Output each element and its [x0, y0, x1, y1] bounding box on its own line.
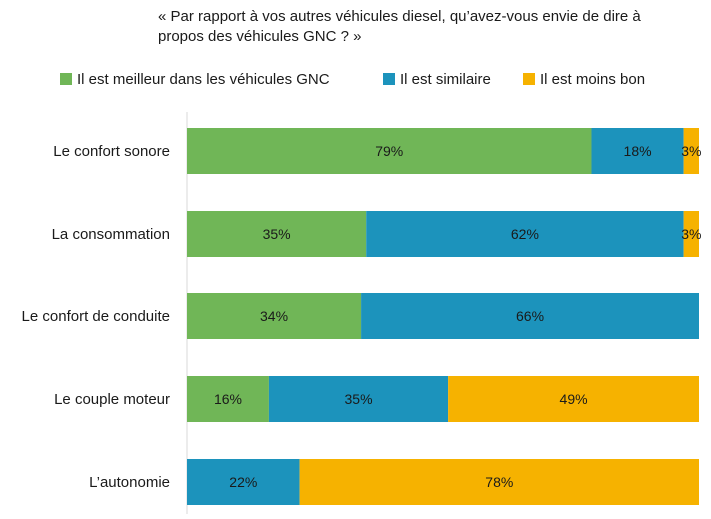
data-label: 34% — [260, 308, 288, 324]
bar-segment-il-est-meilleur-dans-les-vehicules-gnc — [187, 376, 269, 422]
category-label-la-consommation: La consommation — [52, 226, 170, 243]
chart-title-line-1: « Par rapport à vos autres véhicules die… — [158, 8, 641, 25]
legend-label: Il est moins bon — [540, 71, 645, 88]
bar-segment-il-est-moins-bon — [448, 376, 699, 422]
bar-segment-il-est-moins-bon — [683, 128, 699, 174]
bar-segment-il-est-similaire — [591, 128, 684, 174]
data-label: 66% — [516, 308, 544, 324]
legend-label: Il est meilleur dans les véhicules GNC — [77, 71, 330, 88]
bar-segment-il-est-meilleur-dans-les-vehicules-gnc — [187, 293, 362, 339]
bar-segment-il-est-similaire — [268, 376, 449, 422]
category-label-le-confort-sonore: Le confort sonore — [53, 143, 170, 160]
data-label: 3% — [681, 226, 701, 242]
bar-row-le-confort-de-conduite: 34% 66% — [187, 293, 699, 339]
bar-segment-il-est-moins-bon — [299, 459, 699, 505]
category-label-le-confort-de-conduite: Le confort de conduite — [22, 308, 170, 325]
data-label: 62% — [511, 226, 539, 242]
legend-label: Il est similaire — [400, 71, 491, 88]
bar-row-le-confort-sonore: 79% 18% 3% — [187, 128, 701, 174]
data-label: 16% — [214, 391, 242, 407]
legend: Il est meilleur dans les véhicules GNC Il… — [60, 71, 645, 88]
bar-row-l-autonomie: 22% 78% — [187, 459, 699, 505]
bar-row-le-couple-moteur: 16% 35% 49% — [187, 376, 699, 422]
data-label: 78% — [485, 474, 513, 490]
bar-segment-il-est-similaire — [187, 459, 300, 505]
data-label: 79% — [375, 143, 403, 159]
legend-swatch — [383, 73, 395, 85]
bars: 79% 18% 3% 35% 62% 3% 34% 66% 16% 35% 49% 22% 78% — [187, 128, 701, 505]
category-label-l-autonomie: L’autonomie — [89, 474, 170, 491]
bar-row-la-consommation: 35% 62% 3% — [187, 211, 701, 257]
bar-segment-il-est-meilleur-dans-les-vehicules-gnc — [187, 211, 367, 257]
legend-swatch — [523, 73, 535, 85]
category-label-le-couple-moteur: Le couple moteur — [54, 391, 170, 408]
legend-swatch — [60, 73, 72, 85]
chart-title: « Par rapport à vos autres véhicules die… — [158, 8, 641, 45]
chart-title-line-2: propos des véhicules GNC ? » — [158, 28, 361, 45]
data-label: 35% — [263, 226, 291, 242]
data-label: 22% — [229, 474, 257, 490]
category-labels: Le confort sonore La consommation Le confo… — [22, 143, 170, 491]
bar-segment-il-est-similaire — [366, 211, 684, 257]
data-label: 3% — [681, 143, 701, 159]
data-label: 49% — [560, 391, 588, 407]
bar-segment-il-est-similaire — [361, 293, 699, 339]
legend-item-il-est-moins-bon: Il est moins bon — [523, 71, 645, 88]
bar-segment-il-est-moins-bon — [683, 211, 699, 257]
bar-segment-il-est-meilleur-dans-les-vehicules-gnc — [187, 128, 592, 174]
legend-item-il-est-meilleur-dans-les-vehicules-gnc: Il est meilleur dans les véhicules GNC — [60, 71, 330, 88]
data-label: 35% — [345, 391, 373, 407]
data-label: 18% — [624, 143, 652, 159]
legend-item-il-est-similaire: Il est similaire — [383, 71, 491, 88]
